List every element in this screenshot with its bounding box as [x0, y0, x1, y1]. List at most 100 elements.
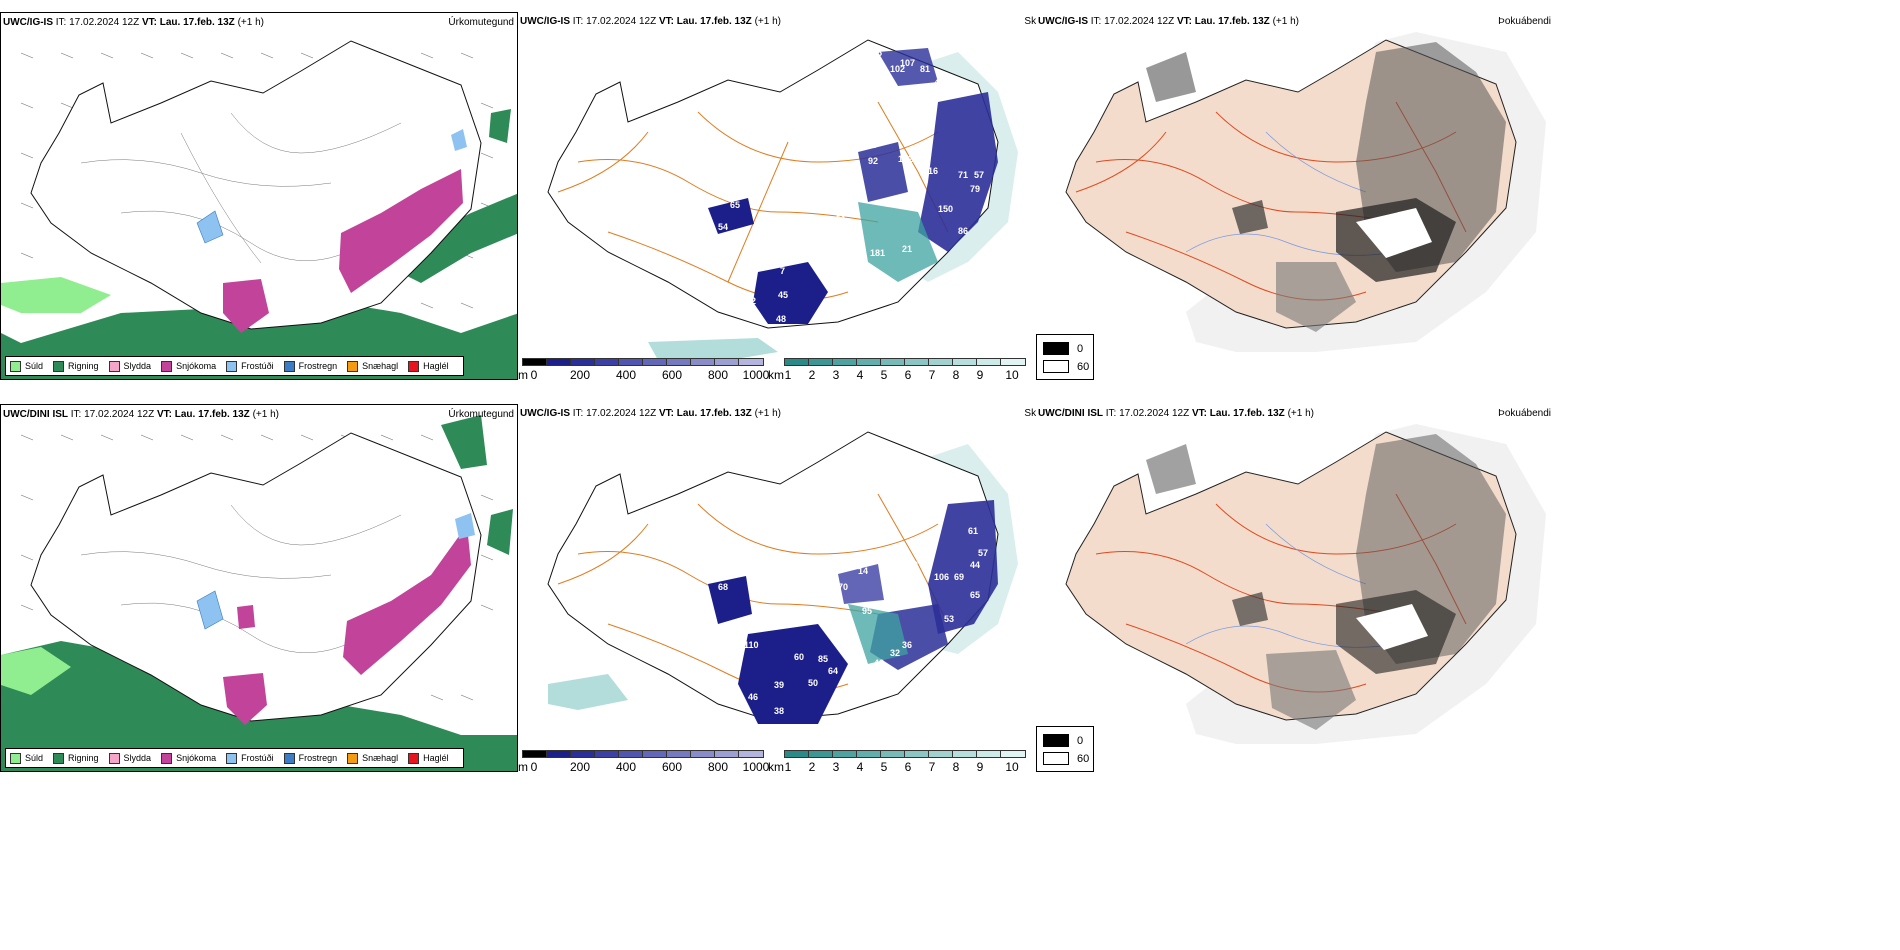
m-seg: [546, 750, 571, 758]
km-tick: 8: [952, 760, 960, 772]
vis-value: 36: [902, 640, 912, 650]
legend-label: Súld: [25, 753, 44, 763]
precip-type-title: Úrkomutegund: [448, 17, 514, 28]
legend-label: Frostúði: [241, 361, 274, 371]
visibility-panel-bottom: 22 61 57 44 69 65 53 106 72 84 68 110 60…: [518, 404, 1036, 772]
km-seg: [880, 750, 905, 758]
issue-prefix: IT:: [55, 17, 67, 28]
vis-value: 102: [898, 154, 913, 164]
legend-swatch: [408, 752, 420, 764]
panel-header: UWC/DINI ISL IT: 17.02.2024 12Z VT: Lau.…: [3, 409, 279, 420]
km-seg: [856, 750, 881, 758]
precip-type-legend: Súld Rigning Slydda Snjókoma Frostúði Fr…: [5, 748, 464, 768]
issue-prefix: IT:: [1090, 16, 1102, 27]
km-seg: [976, 358, 1001, 366]
fog-legend-swatch: [1043, 734, 1069, 747]
issue-prefix: IT:: [1105, 408, 1117, 419]
m-seg: [546, 358, 571, 366]
m-seg: [570, 358, 595, 366]
legend-item-snaehagl: Snæhagl: [347, 752, 398, 764]
vis-value: 106: [934, 572, 949, 582]
km-tick: 4: [856, 368, 864, 380]
km-unit: km: [768, 368, 784, 380]
legend-swatch: [108, 360, 120, 372]
fog-legend-swatch: [1043, 342, 1069, 355]
model-label: UWC/DINI ISL: [3, 409, 68, 420]
fog-map-bottom: [1065, 424, 1546, 744]
m-tick: 1000: [742, 368, 770, 380]
valid-prefix: VT:: [156, 409, 172, 420]
vis-value: 53: [944, 614, 954, 624]
legend-item-sudld: Súld: [10, 360, 44, 372]
km-seg: [856, 358, 881, 366]
legend-swatch: [408, 360, 420, 372]
vis-value: 21: [828, 610, 838, 620]
lead-time: (+1 h): [252, 409, 279, 420]
km-tick: 5: [880, 368, 888, 380]
vis-value: 136: [862, 140, 877, 150]
legend-swatch: [53, 360, 65, 372]
vis-value: 64: [828, 666, 838, 676]
vis-m-colorbar: m 0 200 400 600 800 1000: [518, 358, 770, 380]
model-label: UWC/IG-IS: [520, 16, 570, 27]
fog-legend-item: 0: [1043, 734, 1083, 747]
lead-time: (+1 h): [1272, 16, 1299, 27]
vis-value: 110: [744, 640, 759, 650]
m-seg: [690, 750, 715, 758]
m-seg: [570, 750, 595, 758]
panel-header: UWC/DINI ISL IT: 17.02.2024 12Z VT: Lau.…: [1038, 408, 1314, 419]
km-seg: [880, 358, 905, 366]
m-tick: 800: [707, 760, 729, 772]
fog-legend-item: 60: [1043, 360, 1089, 373]
valid-prefix: VT:: [141, 17, 157, 28]
vis-value: 21: [902, 244, 912, 254]
legend-item-haglel: Haglél: [408, 360, 449, 372]
legend-label: Slydda: [123, 753, 152, 763]
legend-label: Súld: [25, 361, 44, 371]
model-label: UWC/IG-IS: [520, 408, 570, 419]
fog-title: Þokuábendi: [1498, 408, 1551, 419]
vis-value: 38: [774, 706, 784, 716]
model-label: UWC/DINI ISL: [1038, 408, 1103, 419]
legend-swatch: [283, 360, 295, 372]
legend-item-slydda: Slydda: [108, 360, 151, 372]
fog-legend: 0 60: [1036, 334, 1094, 380]
m-tick: 400: [615, 368, 637, 380]
vis-value: 84: [732, 566, 742, 576]
m-seg: [714, 358, 739, 366]
km-tick: 7: [928, 368, 936, 380]
vis-value: 22: [924, 476, 934, 486]
legend-label: Snjókoma: [176, 753, 217, 763]
model-label: UWC/IG-IS: [3, 17, 53, 28]
km-tick: 9: [976, 760, 984, 772]
precip-type-map-bottom: [1, 415, 517, 771]
legend-swatch: [108, 752, 120, 764]
m-seg: [738, 750, 764, 758]
issue-prefix: IT:: [572, 16, 584, 27]
m-seg: [738, 358, 764, 366]
m-tick: 600: [661, 760, 683, 772]
m-seg: [642, 750, 667, 758]
precip-type-legend: Súld Rigning Slydda Snjókoma Frostúði Fr…: [5, 356, 464, 376]
legend-label: Haglél: [423, 361, 449, 371]
km-seg: [1000, 358, 1026, 366]
km-seg: [904, 750, 929, 758]
vis-value: 42: [874, 658, 884, 668]
legend-item-rigning: Rigning: [53, 752, 99, 764]
fog-panel-top: UWC/IG-IS IT: 17.02.2024 12Z VT: Lau. 17…: [1036, 12, 1554, 380]
m-tick: 200: [569, 368, 591, 380]
vis-m-colorbar: m 0 200 400 600 800 1000: [518, 750, 769, 772]
vis-value: 14: [858, 566, 868, 576]
legend-swatch: [347, 752, 359, 764]
legend-label: Frostúði: [241, 753, 274, 763]
m-tick: 600: [661, 368, 683, 380]
km-seg: [1000, 750, 1026, 758]
visibility-panel-top: 102 107 81 42 65 136 92 102 24 16 71 57 …: [518, 12, 1036, 380]
m-seg: [618, 750, 643, 758]
vis-value: 42: [934, 78, 944, 88]
legend-swatch: [10, 360, 21, 372]
issue-prefix: IT:: [572, 408, 584, 419]
issue-time: 17.02.2024 12Z: [1119, 408, 1190, 419]
m-unit: m: [518, 368, 528, 380]
panel-header: UWC/IG-IS IT: 17.02.2024 12Z VT: Lau. 17…: [520, 16, 781, 27]
